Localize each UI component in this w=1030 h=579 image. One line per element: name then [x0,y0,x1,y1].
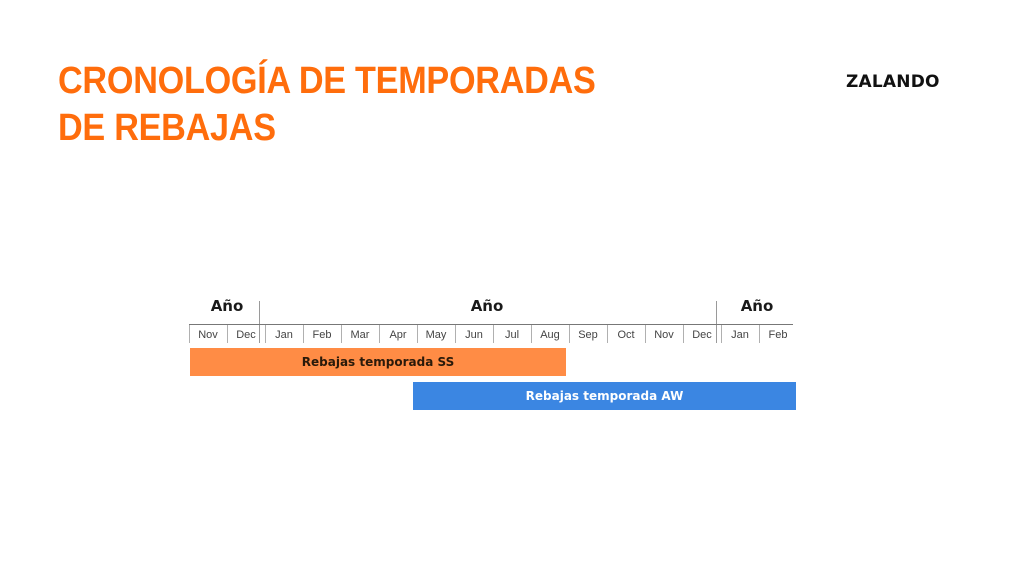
ss-sales-label: Rebajas temporada SS [301,355,455,369]
aw-sales-label: Rebajas temporada AW [525,389,684,403]
month-tick [607,325,608,343]
month-label: Oct [617,329,635,341]
month-tick [227,325,228,343]
ss-sales-bar: Rebajas temporada SS [190,348,566,376]
year-label-current: Año [470,297,504,315]
month-tick [531,325,532,343]
aw-sales-bar: Rebajas temporada AW [413,382,796,410]
month-tick [417,325,418,343]
month-label: Dec [236,329,256,341]
title-line-2: DE REBAJAS [58,107,276,149]
brand-logo: ZALANDO [846,72,940,92]
month-tick [379,325,380,343]
month-tick [645,325,646,343]
year-divider [716,301,717,343]
timeline-axis [189,324,793,325]
month-tick [759,325,760,343]
month-label: Jan [731,329,749,341]
month-label: Mar [350,329,370,341]
month-label: Feb [312,329,332,341]
month-tick [493,325,494,343]
month-tick [189,325,190,343]
year-label-previous: Año [210,297,244,315]
month-label: Sep [578,329,598,341]
month-label: Jan [275,329,293,341]
month-tick [265,325,266,343]
month-tick [721,325,722,343]
month-label: May [425,329,447,341]
year-divider [259,301,260,343]
month-label: Nov [654,329,674,341]
month-tick [569,325,570,343]
month-label: Jul [504,329,520,341]
month-label: Nov [198,329,218,341]
month-tick [683,325,684,343]
month-label: Feb [768,329,788,341]
month-label: Aug [540,329,560,341]
title-line-1: CRONOLOGÍA DE TEMPORADAS [58,60,596,102]
month-label: Jun [465,329,483,341]
month-tick [341,325,342,343]
month-tick [303,325,304,343]
month-tick [455,325,456,343]
month-label: Dec [692,329,712,341]
month-label: Apr [389,329,407,341]
page-title: CRONOLOGÍA DE TEMPORADAS DE REBAJAS [58,58,634,152]
sales-timeline: Año Año Año Nov Dec Jan Feb Mar Apr May Jun Jul A… [189,292,799,422]
year-label-next: Año [740,297,774,315]
